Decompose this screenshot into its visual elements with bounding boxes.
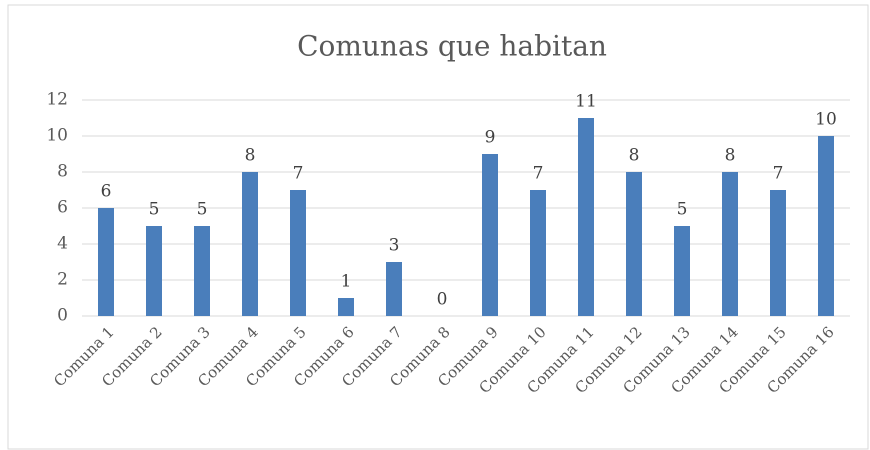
y-tick-label: 12	[46, 90, 68, 110]
bar	[242, 172, 258, 316]
data-label: 1	[341, 272, 352, 292]
data-label: 8	[725, 146, 736, 166]
bar	[578, 118, 594, 316]
bar	[290, 190, 306, 316]
chart-title: Comunas que habitan	[297, 30, 607, 63]
data-label: 8	[245, 146, 256, 166]
bar	[194, 226, 210, 316]
data-label: 0	[437, 290, 448, 310]
data-label: 8	[629, 146, 640, 166]
data-label: 10	[815, 110, 837, 130]
bar	[482, 154, 498, 316]
bar	[146, 226, 162, 316]
bar	[338, 298, 354, 316]
bar	[674, 226, 690, 316]
y-tick-label: 4	[57, 234, 68, 254]
bar	[626, 172, 642, 316]
bar	[818, 136, 834, 316]
y-tick-label: 10	[46, 126, 68, 146]
data-label: 11	[575, 92, 597, 112]
data-label: 7	[293, 164, 304, 184]
data-label: 9	[485, 128, 496, 148]
bar	[98, 208, 114, 316]
bar	[530, 190, 546, 316]
data-label: 6	[101, 182, 112, 202]
data-label: 5	[197, 200, 208, 220]
data-label: 5	[149, 200, 160, 220]
data-label: 3	[389, 236, 400, 256]
y-tick-label: 0	[57, 306, 68, 326]
y-tick-label: 8	[57, 162, 68, 182]
bar	[386, 262, 402, 316]
data-label: 5	[677, 200, 688, 220]
y-tick-label: 6	[57, 198, 68, 218]
bar	[770, 190, 786, 316]
bar	[722, 172, 738, 316]
data-label: 7	[773, 164, 784, 184]
data-label: 7	[533, 164, 544, 184]
y-tick-label: 2	[57, 270, 68, 290]
